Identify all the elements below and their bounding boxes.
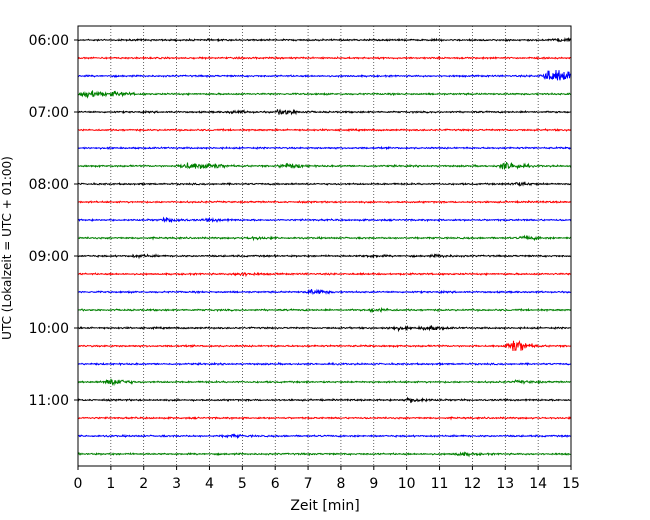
trace-1030 <box>77 361 572 367</box>
x-ticks: 0 1 2 3 4 5 6 7 8 9 10 11 12 13 14 15 <box>74 466 580 492</box>
y-tick-label: 07:00 <box>29 105 69 121</box>
x-tick-label: 9 <box>369 476 378 492</box>
trace-1015 <box>77 339 572 352</box>
trace-0900 <box>77 253 572 260</box>
trace-0915 <box>77 271 572 278</box>
trace-1145 <box>77 451 572 458</box>
x-tick-label: 10 <box>398 476 416 492</box>
x-tick-label: 14 <box>529 476 547 492</box>
traces <box>77 36 572 458</box>
x-tick-label: 0 <box>74 476 83 492</box>
plot-frame <box>77 25 572 467</box>
trace-0830 <box>77 216 572 223</box>
trace-1100 <box>77 396 572 404</box>
trace-0745 <box>77 162 572 170</box>
trace-0600 <box>77 36 572 43</box>
x-tick-label: 4 <box>205 476 214 492</box>
y-tick-label: 09:00 <box>29 249 69 265</box>
x-tick-label: 8 <box>336 476 345 492</box>
y-tick-label: 08:00 <box>29 177 69 193</box>
trace-0700 <box>77 108 572 116</box>
y-tick-label: 11:00 <box>29 393 69 409</box>
y-tick-label: 10:00 <box>29 321 69 337</box>
trace-1000 <box>77 324 572 333</box>
trace-0715 <box>77 127 572 133</box>
trace-0930 <box>77 288 572 296</box>
trace-0630 <box>77 70 572 81</box>
trace-1045 <box>77 378 572 387</box>
x-tick-label: 15 <box>562 476 580 492</box>
grid-lines <box>110 26 539 466</box>
x-axis-label: Zeit [min] <box>290 498 359 514</box>
y-tick-label: 06:00 <box>29 33 69 49</box>
x-tick-label: 3 <box>172 476 181 492</box>
trace-1115 <box>77 415 572 421</box>
y-ticks: 06:00 07:00 08:00 09:00 10:00 11:00 <box>29 33 78 409</box>
x-tick-label: 7 <box>304 476 313 492</box>
trace-0845 <box>77 234 572 242</box>
x-tick-label: 5 <box>238 476 247 492</box>
trace-0730 <box>77 145 572 151</box>
x-tick-label: 1 <box>106 476 115 492</box>
trace-1130 <box>77 433 572 440</box>
trace-0815 <box>77 199 572 205</box>
x-tick-label: 11 <box>431 476 449 492</box>
x-tick-label: 13 <box>496 476 514 492</box>
x-tick-label: 2 <box>139 476 148 492</box>
trace-0945 <box>77 306 572 314</box>
y-axis-label: UTC (Lokalzeit = UTC + 01:00) <box>0 156 14 340</box>
trace-0645 <box>77 90 572 99</box>
x-tick-label: 6 <box>271 476 280 492</box>
x-tick-label: 12 <box>463 476 481 492</box>
trace-0800 <box>77 181 572 187</box>
trace-0615 <box>77 55 572 61</box>
